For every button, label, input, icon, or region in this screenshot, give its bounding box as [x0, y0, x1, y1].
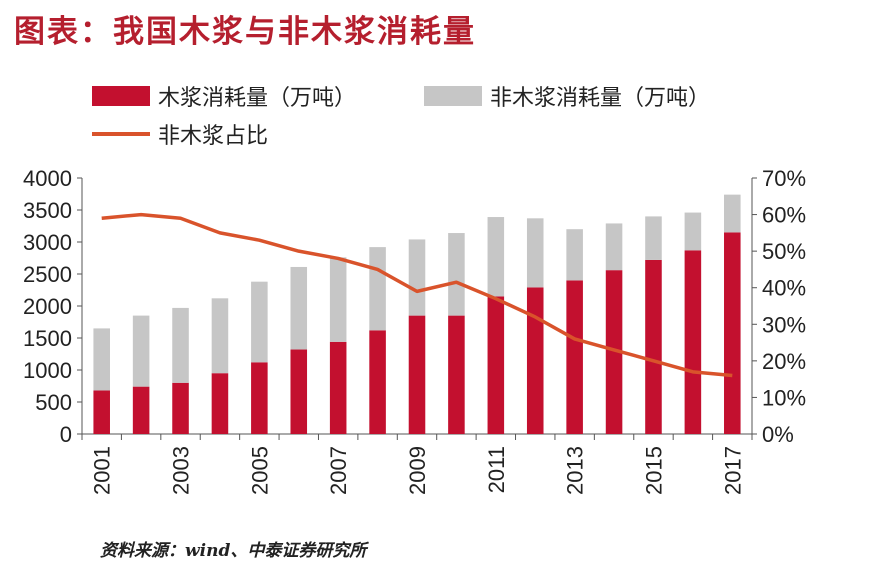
x-tick-label: 2017 — [720, 446, 745, 495]
y-right-tick-label: 60% — [762, 203, 806, 228]
legend-swatch-nonwood — [424, 86, 482, 106]
y-right-tick-label: 40% — [762, 276, 806, 301]
bar-nonwood — [369, 247, 386, 331]
bar-nonwood — [684, 212, 702, 251]
bar-nonwood — [605, 223, 623, 271]
bar-nonwood — [211, 298, 229, 374]
source-note: 资料来源：wind、中泰证券研究所 — [100, 541, 367, 561]
y-right-tick-label: 0% — [762, 422, 794, 447]
bar-wood — [132, 386, 150, 434]
x-tick-label: 2005 — [247, 446, 272, 495]
x-tick-label: 2011 — [484, 446, 509, 493]
bar-wood — [290, 349, 308, 434]
bar-nonwood — [132, 315, 150, 387]
bar-wood — [329, 341, 347, 434]
x-tick-label: 2013 — [563, 446, 588, 495]
y-left-tick-label: 2500 — [23, 262, 72, 287]
y-left-tick-label: 1000 — [23, 358, 72, 383]
legend-item-nonwood: 非木浆消耗量（万吨） — [424, 80, 710, 112]
y-right-tick-label: 10% — [762, 385, 806, 410]
bar-wood — [172, 382, 189, 434]
bar-nonwood — [566, 229, 583, 281]
bar-wood — [211, 373, 229, 434]
y-left-tick-label: 2000 — [23, 294, 72, 319]
x-tick-label: 2015 — [641, 446, 666, 495]
bar-wood — [408, 315, 426, 434]
bar-nonwood — [172, 307, 189, 383]
bar-wood — [487, 296, 505, 434]
bar-wood — [251, 362, 268, 434]
bar-nonwood — [93, 328, 110, 391]
y-right-tick-label: 50% — [762, 239, 806, 264]
bar-nonwood — [251, 281, 268, 363]
legend-swatch-ratio — [92, 132, 150, 136]
bar-nonwood — [290, 266, 308, 350]
bar-nonwood — [645, 216, 662, 260]
y-right-tick-label: 20% — [762, 349, 806, 374]
bar-nonwood — [448, 233, 465, 316]
bar-wood — [724, 232, 741, 434]
legend-item-wood: 木浆消耗量（万吨） — [92, 80, 356, 112]
legend-label-wood: 木浆消耗量（万吨） — [158, 86, 357, 111]
chart-title: 图表：我国木浆与非木浆消耗量 — [14, 14, 476, 50]
bar-wood — [93, 390, 110, 434]
bar-nonwood — [724, 194, 741, 233]
legend-label-ratio: 非木浆占比 — [158, 124, 269, 149]
bar-wood — [526, 287, 544, 434]
bar-wood — [448, 315, 465, 434]
bar-wood — [645, 259, 662, 434]
bar-wood — [605, 270, 623, 434]
y-left-tick-label: 3500 — [23, 198, 72, 223]
y-left-tick-label: 4000 — [23, 166, 72, 191]
y-left-tick-label: 0 — [60, 422, 72, 447]
bar-nonwood — [329, 257, 347, 342]
legend-label-nonwood: 非木浆消耗量（万吨） — [490, 86, 711, 111]
bar-wood — [684, 250, 702, 434]
y-right-tick-label: 30% — [762, 312, 806, 337]
legend-swatch-wood — [92, 86, 150, 106]
bar-nonwood — [526, 218, 544, 288]
y-left-tick-label: 500 — [35, 390, 72, 415]
x-tick-label: 2001 — [90, 446, 115, 495]
x-tick-label: 2003 — [169, 446, 194, 495]
legend-item-ratio: 非木浆占比 — [92, 118, 268, 150]
y-left-tick-label: 3000 — [23, 230, 72, 255]
bar-wood — [566, 280, 583, 434]
line-nonwood-ratio — [101, 212, 733, 378]
bar-wood — [369, 330, 386, 434]
x-tick-label: 2009 — [405, 446, 430, 495]
bar-nonwood — [487, 217, 505, 297]
bar-nonwood — [408, 239, 426, 316]
y-right-tick-label: 70% — [762, 166, 806, 191]
y-left-tick-label: 1500 — [23, 326, 72, 351]
x-tick-label: 2007 — [326, 446, 351, 495]
